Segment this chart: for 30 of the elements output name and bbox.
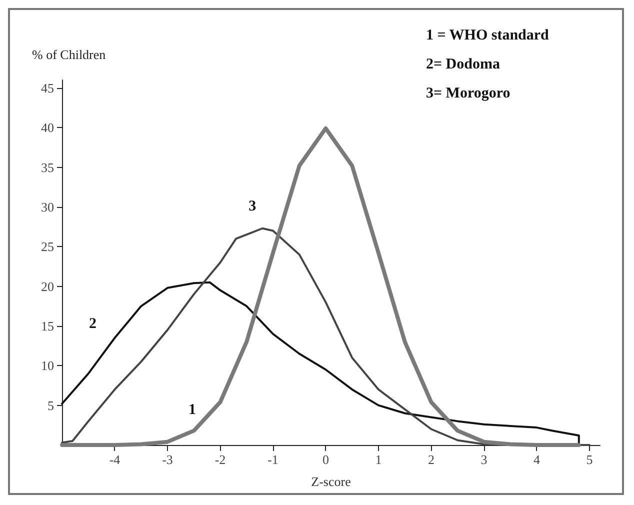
y-tick-label: 40	[41, 120, 54, 136]
series-label: 1	[188, 402, 196, 418]
x-tick-label: -4	[109, 452, 121, 467]
line-series	[60, 126, 581, 447]
y-tick-label: 15	[41, 318, 54, 334]
text: 2= Dodoma	[426, 56, 500, 72]
x-tick-label: 2	[428, 452, 434, 467]
y-tick-label: 35	[41, 160, 54, 175]
x-tick-label: 1	[375, 452, 382, 467]
series-label: 2	[88, 316, 96, 332]
x-tick-label: 0	[322, 452, 329, 467]
line-series	[61, 227, 590, 446]
series-label: 3	[248, 198, 256, 214]
x-tick-label: -3	[162, 452, 173, 467]
y-tick-label: 20	[41, 278, 54, 294]
y-axis-title: % of Children	[32, 47, 106, 62]
x-axis-title: Z-score	[311, 474, 352, 489]
y-tick-label: 30	[41, 199, 54, 214]
x-tick-label: 4	[533, 452, 540, 467]
x-tick-label: -2	[214, 452, 226, 467]
annotation: 3= Morogoro	[426, 86, 510, 102]
x-tick-label: 5	[586, 452, 593, 467]
y-tick-label: 25	[41, 239, 54, 254]
line-series	[61, 281, 580, 444]
y-tick-label: 10	[41, 358, 54, 374]
y-tick-label: 45	[41, 80, 54, 96]
x-tick-label: -1	[268, 452, 278, 467]
x-tick-label: 3	[480, 452, 488, 467]
y-tick-label: 5	[48, 398, 54, 413]
text: 1 = WHO standard	[426, 28, 550, 44]
